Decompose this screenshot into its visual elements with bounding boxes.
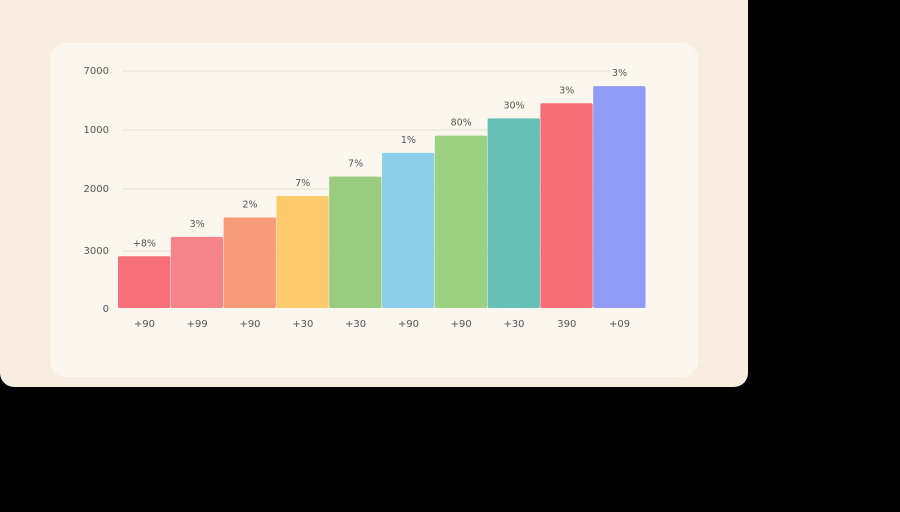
bar — [382, 152, 435, 308]
data-label: 1% — [401, 135, 416, 146]
x-tick-label: 390 — [557, 319, 576, 330]
x-tick-label: +90 — [451, 319, 472, 330]
data-label: 3% — [190, 219, 205, 230]
bar — [329, 176, 382, 308]
bar — [170, 236, 224, 308]
data-label: 7% — [348, 159, 363, 170]
y-tick-label: 2000 — [84, 184, 109, 195]
data-label: 2% — [242, 200, 257, 211]
data-label: 3% — [559, 85, 574, 96]
x-tick-label: +30 — [345, 319, 366, 330]
bar — [223, 217, 276, 308]
x-tick-label: +90 — [398, 319, 419, 330]
bar — [593, 86, 646, 308]
bar — [487, 118, 540, 309]
data-label: 30% — [503, 100, 524, 111]
x-tick-label: +30 — [503, 319, 524, 330]
x-tick-label: +90 — [239, 319, 260, 330]
data-label: 3% — [612, 68, 627, 79]
y-tick-label: 1000 — [84, 125, 109, 136]
data-label: 7% — [295, 178, 310, 189]
chart-panel: 7000 1000 2000 3000 0 +8% +90 3% +99 2% +90 7% +30 7%… — [50, 43, 698, 377]
x-tick-label: +30 — [292, 319, 313, 330]
x-tick-label: +09 — [609, 319, 630, 330]
data-label: +8% — [133, 238, 156, 249]
bar — [434, 135, 488, 308]
data-label: 80% — [451, 118, 472, 129]
bar — [276, 196, 329, 308]
y-tick-label: 0 — [103, 304, 109, 315]
bar — [118, 256, 171, 308]
y-tick-label: 7000 — [84, 66, 109, 77]
bar — [540, 103, 593, 308]
x-tick-label: +99 — [187, 319, 208, 330]
bar-chart: 7000 1000 2000 3000 0 +8% +90 3% +99 2% +90 7% +30 7%… — [84, 66, 646, 330]
y-tick-label: 3000 — [84, 246, 109, 257]
x-tick-label: +90 — [134, 319, 155, 330]
